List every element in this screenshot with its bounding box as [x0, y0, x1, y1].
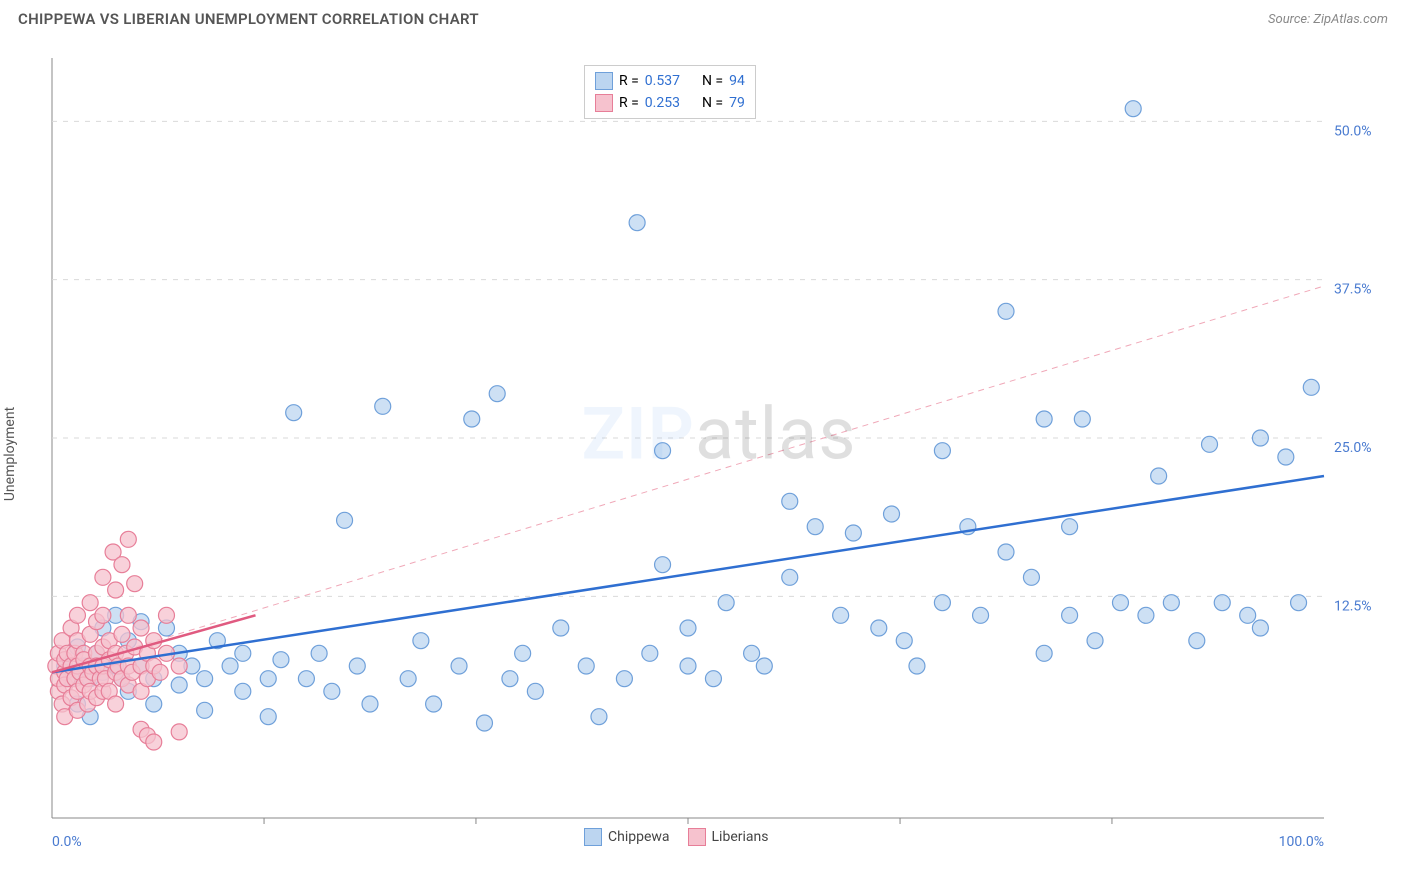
legend-stat-row: R = 0.253 N = 79: [595, 92, 745, 114]
chart-title: CHIPPEWA VS LIBERIAN UNEMPLOYMENT CORREL…: [18, 10, 479, 28]
source-attribution: Source: ZipAtlas.com: [1268, 12, 1388, 27]
legend-n-label: N =: [702, 95, 723, 111]
legend-n-value: 79: [729, 95, 745, 111]
legend-swatch: [688, 828, 706, 846]
legend-series-item: Chippewa: [584, 828, 670, 846]
legend-swatch: [584, 828, 602, 846]
svg-text:25.0%: 25.0%: [1334, 440, 1372, 456]
legend-series-label: Liberians: [712, 829, 769, 845]
legend-r-value: 0.253: [645, 95, 680, 111]
legend-series-label: Chippewa: [608, 829, 670, 845]
svg-text:12.5%: 12.5%: [1334, 598, 1372, 614]
legend-r-label: R =: [619, 95, 639, 111]
legend-n-value: 94: [729, 73, 745, 89]
scatter-chart: 12.5% 25.0% 37.5% 50.0% 0.0% 100.0%: [44, 40, 1394, 860]
legend-swatch: [595, 94, 613, 112]
legend-r-label: R =: [619, 73, 639, 89]
svg-text:50.0%: 50.0%: [1334, 123, 1372, 139]
chart-container: 12.5%25.0%37.5%50.0%0.0%100.0% ZIPatlas …: [44, 40, 1394, 860]
legend-swatch: [595, 72, 613, 90]
series-legend: Chippewa Liberians: [584, 828, 768, 846]
legend-n-label: N =: [702, 73, 723, 89]
svg-text:100.0%: 100.0%: [1279, 834, 1324, 850]
legend-series-item: Liberians: [688, 828, 769, 846]
legend-stat-row: R = 0.537 N = 94: [595, 70, 745, 92]
correlation-legend: R = 0.537 N = 94 R = 0.253 N = 79: [584, 65, 756, 119]
legend-r-value: 0.537: [645, 73, 680, 89]
y-axis-label: Unemployment: [2, 407, 18, 501]
svg-text:37.5%: 37.5%: [1334, 282, 1372, 298]
svg-text:0.0%: 0.0%: [52, 834, 82, 850]
